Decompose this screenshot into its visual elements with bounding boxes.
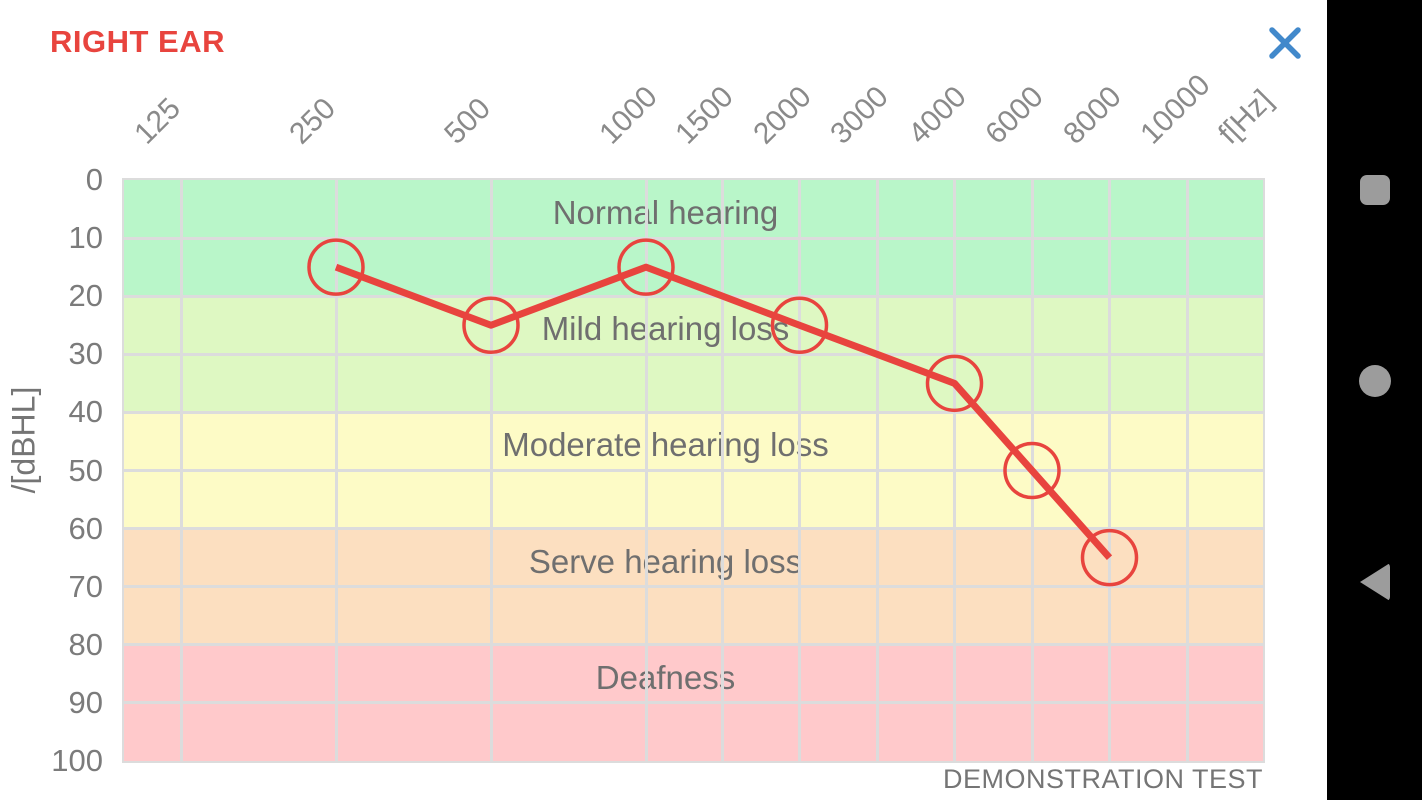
data-point-marker bbox=[617, 238, 675, 296]
x-tick-label: 3000 bbox=[824, 80, 895, 151]
x-tick-label: 2000 bbox=[746, 80, 818, 151]
series-line bbox=[334, 263, 1113, 560]
y-tick-label: 0 bbox=[85, 162, 103, 197]
home-button[interactable] bbox=[1327, 351, 1422, 411]
y-tick-label: 90 bbox=[68, 684, 103, 720]
x-tick-label: 500 bbox=[438, 91, 497, 151]
x-tick-label: 1500 bbox=[669, 80, 740, 151]
triangle-left-icon bbox=[1359, 563, 1390, 601]
zone-label: Moderate hearing loss bbox=[502, 426, 829, 464]
grid-line-h bbox=[124, 236, 1263, 240]
grid-line-h bbox=[124, 585, 1263, 589]
grid-line-h bbox=[124, 294, 1263, 298]
zone-label: Mild hearing loss bbox=[541, 310, 790, 348]
grid-line-h bbox=[124, 643, 1263, 647]
x-tick-label: 1000 bbox=[593, 80, 664, 151]
x-tick-label: 4000 bbox=[901, 80, 973, 151]
x-axis-unit-label: f[Hz] bbox=[1211, 83, 1279, 151]
data-point-marker bbox=[1080, 528, 1139, 587]
grid-line-h bbox=[124, 352, 1263, 356]
data-point-marker bbox=[307, 238, 365, 296]
y-tick-label: 10 bbox=[68, 220, 103, 256]
data-point-marker bbox=[925, 354, 984, 413]
page-title: RIGHT EAR bbox=[50, 24, 225, 59]
y-tick-label: 20 bbox=[68, 278, 103, 314]
y-tick-label: 60 bbox=[68, 510, 103, 546]
recents-button[interactable] bbox=[1327, 160, 1422, 220]
data-point-marker bbox=[1003, 441, 1061, 500]
grid-line-h bbox=[124, 701, 1263, 705]
grid-line-h bbox=[124, 527, 1263, 531]
y-tick-label: 30 bbox=[68, 336, 103, 372]
grid-line-h bbox=[124, 410, 1263, 414]
zone-label: Serve hearing loss bbox=[528, 542, 803, 580]
x-tick-label: 250 bbox=[283, 91, 342, 151]
y-tick-label: 100 bbox=[51, 743, 103, 778]
data-point-marker bbox=[770, 296, 829, 354]
android-nav-bar bbox=[1327, 0, 1422, 800]
circle-icon bbox=[1358, 365, 1391, 397]
y-tick-label: 50 bbox=[68, 452, 103, 488]
x-tick-label: 10000 bbox=[1134, 68, 1217, 151]
data-point-marker bbox=[462, 296, 520, 354]
square-icon bbox=[1359, 175, 1390, 205]
zone-label: Deafness bbox=[595, 658, 736, 696]
grid-line-h bbox=[124, 469, 1263, 472]
zone-label: Normal hearing bbox=[552, 194, 779, 231]
audiogram-series bbox=[307, 238, 1139, 587]
audiogram-plot: Normal hearing Mild hearing loss Moderate … bbox=[124, 180, 1263, 761]
close-button[interactable] bbox=[1266, 24, 1304, 62]
y-tick-label: 80 bbox=[68, 626, 103, 662]
y-tick-label: 70 bbox=[68, 568, 103, 604]
y-tick-label: 40 bbox=[68, 394, 103, 430]
x-tick-label: 8000 bbox=[1056, 80, 1128, 151]
x-close-icon bbox=[1269, 27, 1301, 59]
x-tick-label: 6000 bbox=[979, 80, 1050, 151]
demonstration-test-label: DEMONSTRATION TEST bbox=[942, 764, 1263, 794]
x-tick-label: 125 bbox=[128, 91, 187, 151]
back-button[interactable] bbox=[1327, 552, 1422, 612]
